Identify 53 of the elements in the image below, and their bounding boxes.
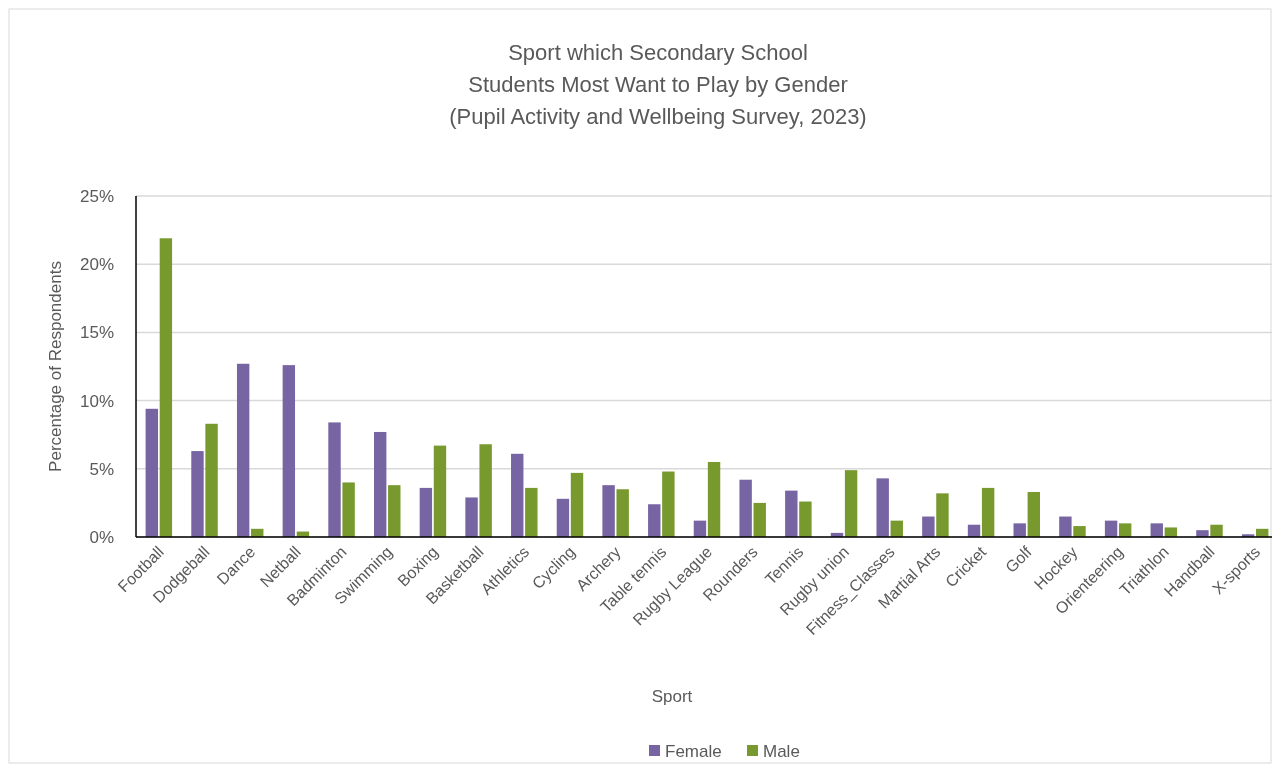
bar <box>342 482 355 537</box>
bar <box>525 487 538 537</box>
y-tick-label: 15% <box>79 323 114 343</box>
bar <box>876 478 889 537</box>
x-tick-label: Golf <box>1002 542 1036 576</box>
legend-label: Male <box>763 742 800 761</box>
bar <box>1196 530 1209 537</box>
y-axis-title: Percentage of Respondents <box>46 261 65 472</box>
bar <box>844 470 858 537</box>
bar <box>191 451 204 537</box>
bar <box>282 365 296 537</box>
bar <box>1027 491 1041 537</box>
x-axis-title: Sport <box>651 687 693 706</box>
bar <box>753 502 766 537</box>
bar <box>1013 523 1026 537</box>
bar <box>1118 523 1132 537</box>
y-tick-label: 5% <box>89 459 114 479</box>
bar <box>1059 516 1072 537</box>
bar <box>1150 523 1163 537</box>
bar <box>556 498 570 537</box>
y-tick-label: 25% <box>79 187 114 206</box>
bar <box>465 497 478 537</box>
bar <box>662 471 675 537</box>
bar <box>388 485 401 537</box>
bar <box>433 445 447 537</box>
bar <box>419 487 433 537</box>
bar <box>922 516 935 537</box>
bar <box>373 431 387 537</box>
bar <box>602 485 615 537</box>
bar <box>981 487 995 537</box>
y-tick-label: 10% <box>79 391 114 411</box>
bar <box>159 238 173 537</box>
bar <box>1164 527 1178 537</box>
legend-label: Female <box>665 742 722 761</box>
bar <box>205 423 218 537</box>
bar <box>1210 524 1223 537</box>
bar <box>799 501 812 537</box>
chart-title: Sport which Secondary School Students Most Want to Play by Gender (Pupil Activity and Wellbeing Survey, 2023) <box>449 40 867 129</box>
bar <box>707 461 721 537</box>
bar <box>936 493 949 537</box>
y-tick-label: 20% <box>79 255 114 275</box>
bar <box>570 472 584 537</box>
bar <box>328 422 341 537</box>
bar <box>739 479 752 537</box>
bar <box>511 453 524 537</box>
bar <box>479 444 492 537</box>
bar <box>236 363 250 537</box>
bar <box>648 504 661 537</box>
bar <box>785 490 798 537</box>
bar <box>616 489 629 537</box>
bar <box>1073 526 1086 537</box>
y-tick-label: 0% <box>89 528 114 547</box>
bar <box>145 408 158 537</box>
